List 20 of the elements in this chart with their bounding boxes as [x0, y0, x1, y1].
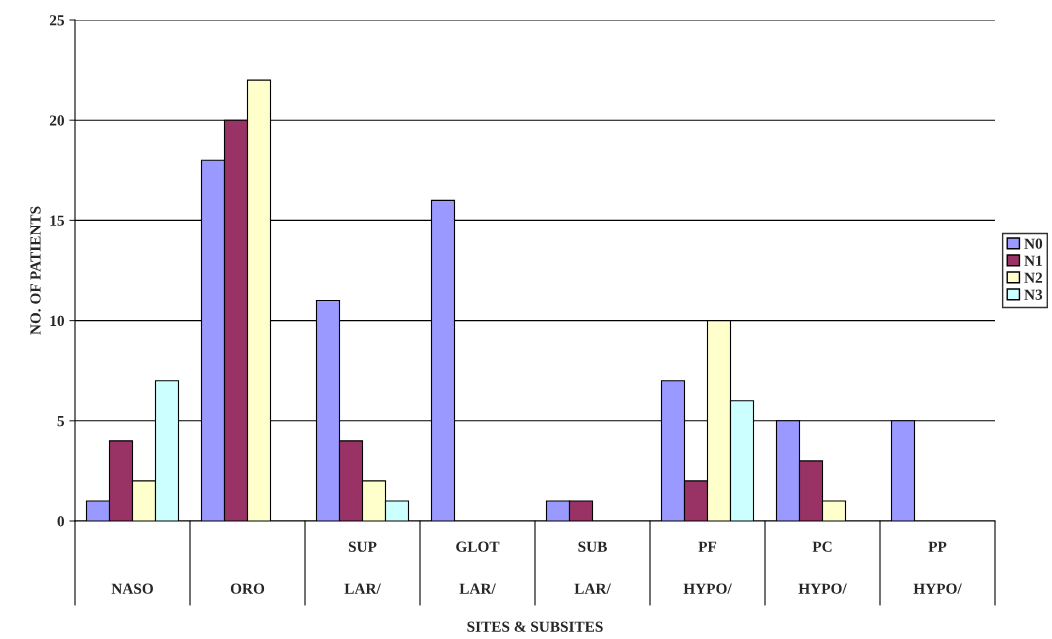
legend-label: N1: [1024, 255, 1042, 266]
category-label: GLOT LAR/: [456, 541, 500, 594]
y-axis-title: NO. OF PATIENTS: [30, 206, 41, 335]
category-label: PP HYPO/: [913, 541, 962, 594]
y-tick-label: 0: [57, 516, 64, 527]
legend-label: N2: [1024, 272, 1043, 283]
y-tick-label: 10: [50, 315, 64, 327]
y-tick-label: 5: [57, 416, 65, 427]
legend-label: N0: [1024, 238, 1043, 249]
x-tick-label: ORO: [230, 583, 265, 594]
x-axis-title: SITES & SUBSITES: [467, 621, 603, 632]
x-tick-label: NASO: [111, 583, 153, 594]
y-tick-label: 15: [50, 215, 65, 226]
y-tick-label: 20: [49, 115, 64, 126]
legend-label: N3: [1024, 289, 1043, 300]
y-tick-label: 25: [49, 15, 65, 26]
category-label: PC HYPO/: [798, 541, 847, 594]
category-label: PF HYPO/: [683, 541, 732, 594]
category-label: SUP LAR/: [344, 541, 381, 594]
category-label: SUB LAR/: [574, 541, 611, 594]
